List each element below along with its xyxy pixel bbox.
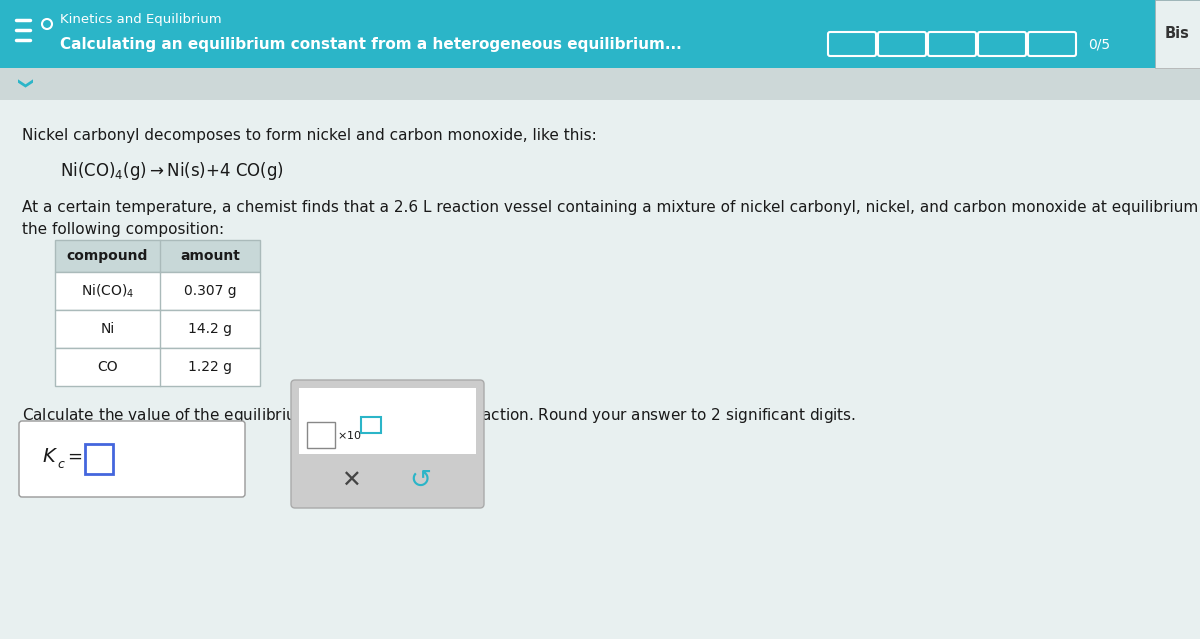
Bar [55,310,260,348]
Text: Ni(CO)$_4$: Ni(CO)$_4$ [80,282,134,300]
FancyBboxPatch shape [19,421,245,497]
Text: Ni: Ni [101,322,115,336]
Text: CO: CO [97,360,118,374]
Text: Kinetics and Equilibrium: Kinetics and Equilibrium [60,13,222,26]
Text: compound: compound [67,249,148,263]
Text: 0.307 g: 0.307 g [184,284,236,298]
Bar [55,240,260,272]
Text: $\times$10: $\times$10 [337,429,361,441]
Bar [307,422,335,448]
Text: 0/5: 0/5 [1088,37,1110,51]
Bar [1154,0,1200,68]
Bar [0,68,1200,100]
Bar [85,444,113,474]
Text: Calculate the value of the equilibrium constant $K_c$ for this reaction. Round y: Calculate the value of the equilibrium c… [22,406,856,425]
Bar [361,417,382,433]
Text: amount: amount [180,249,240,263]
Bar [0,100,1200,639]
Text: $K$: $K$ [42,447,58,465]
Text: Ni(CO)$_4$(g)$\rightarrow$Ni(s)+4 CO(g): Ni(CO)$_4$(g)$\rightarrow$Ni(s)+4 CO(g) [60,160,284,182]
Bar [299,388,476,454]
Text: ❯: ❯ [14,77,30,90]
Text: Nickel carbonyl decomposes to form nickel and carbon monoxide, like this:: Nickel carbonyl decomposes to form nicke… [22,128,596,143]
FancyBboxPatch shape [292,380,484,508]
Text: At a certain temperature, a chemist finds that a 2.6 L reaction vessel containin: At a certain temperature, a chemist find… [22,200,1200,215]
Text: Bis: Bis [1164,26,1189,42]
Bar [55,348,260,386]
Bar [55,272,260,310]
Text: the following composition:: the following composition: [22,222,224,237]
Text: 14.2 g: 14.2 g [188,322,232,336]
Text: Calculating an equilibrium constant from a heterogeneous equilibrium...: Calculating an equilibrium constant from… [60,36,682,52]
Bar [0,0,1200,68]
Text: c: c [58,458,64,470]
Text: ✕: ✕ [341,469,360,493]
Text: ↺: ↺ [409,468,432,494]
Text: 1.22 g: 1.22 g [188,360,232,374]
Text: =: = [67,448,82,466]
